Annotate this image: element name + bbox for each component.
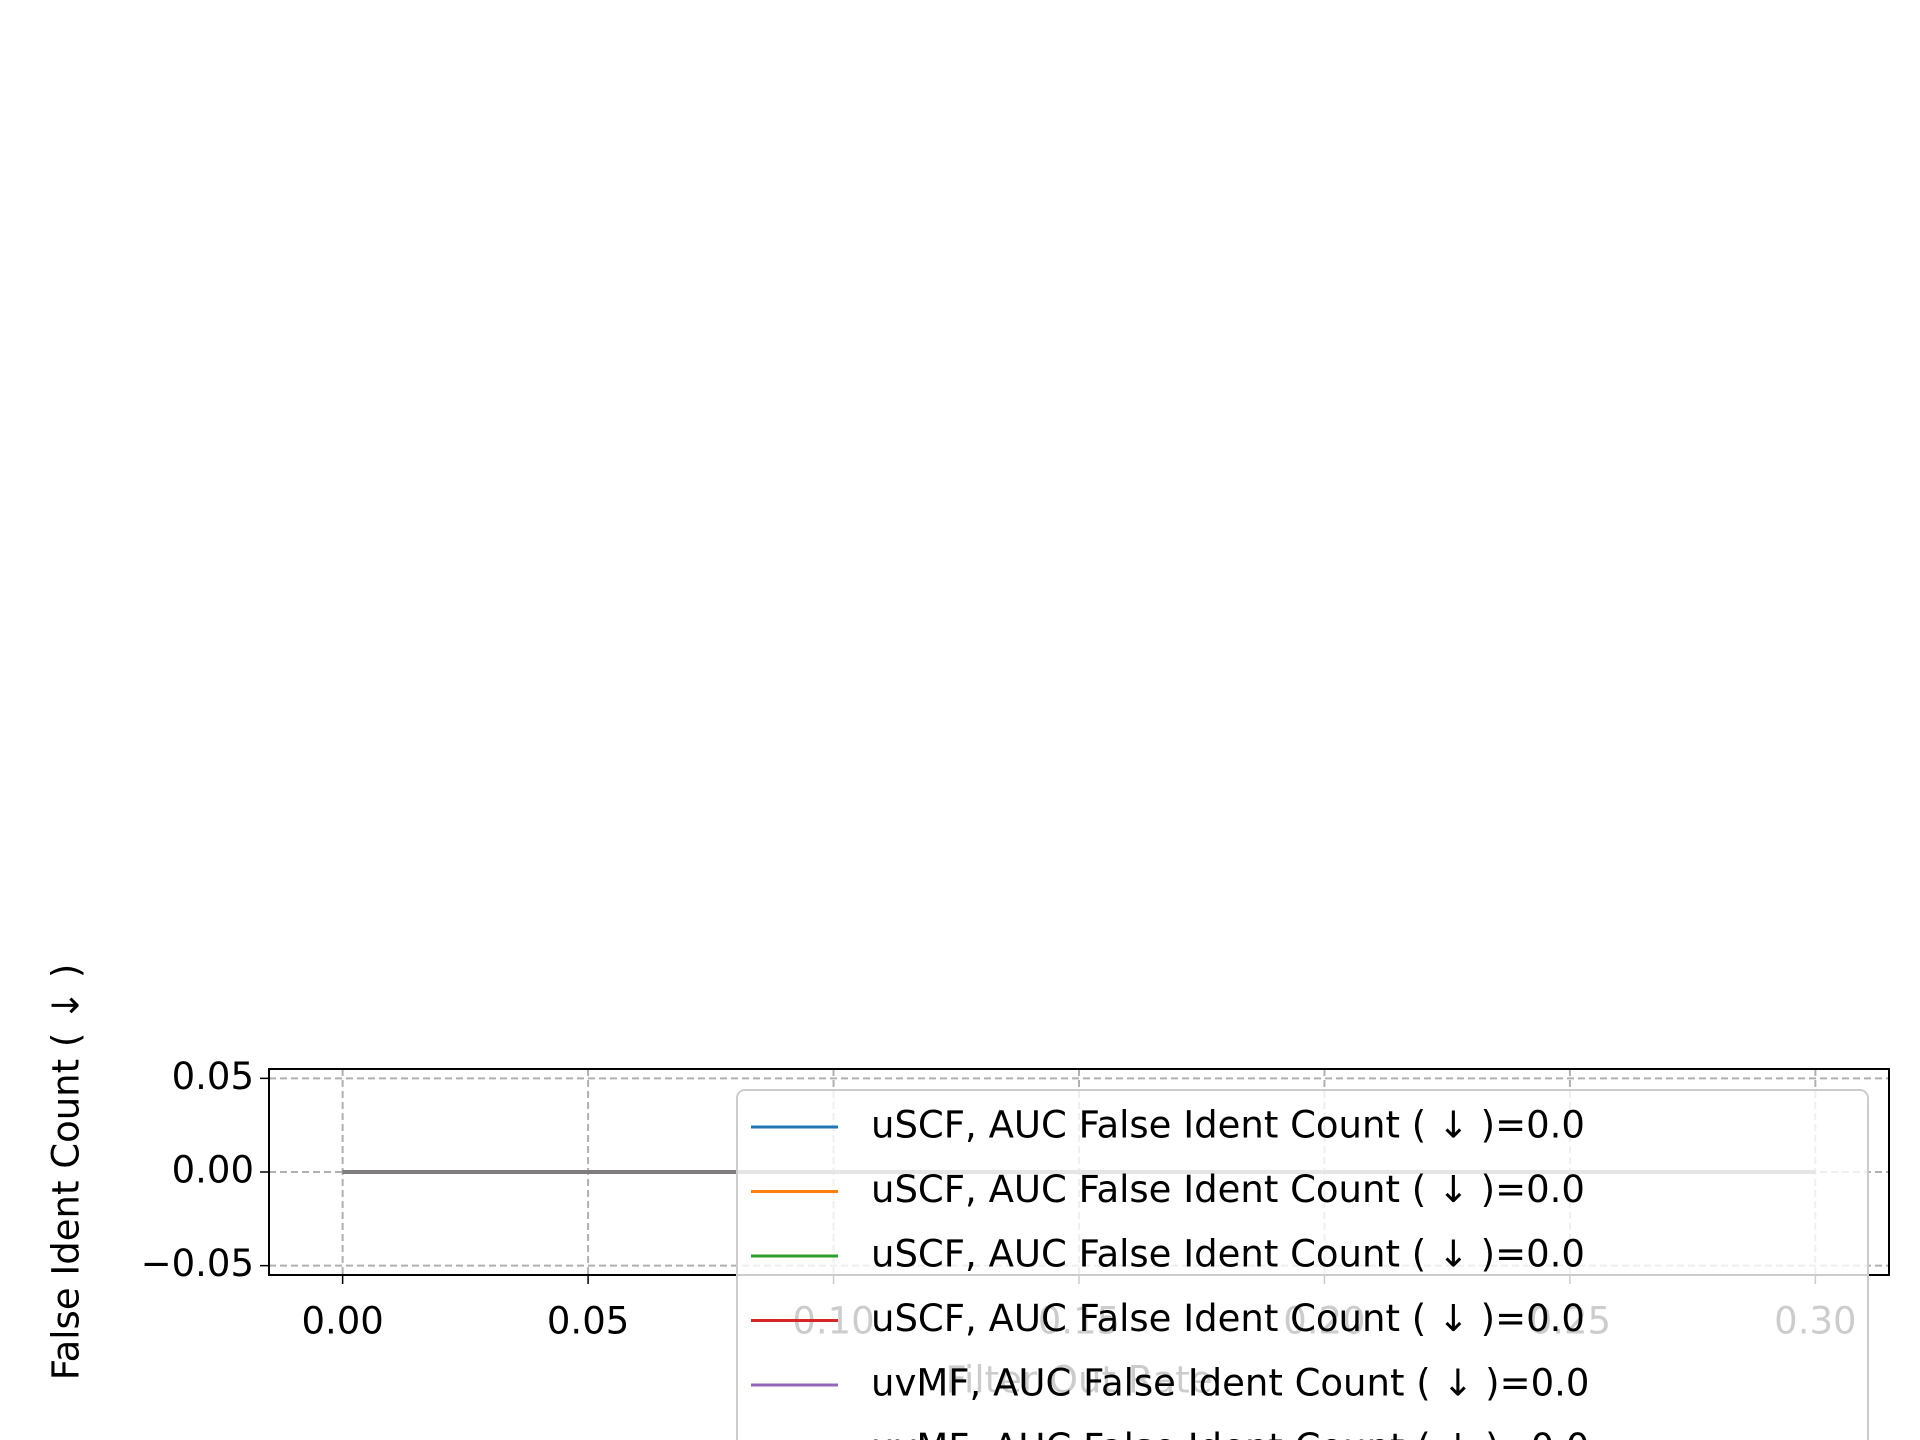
legend-label: uSCF, AUC False Ident Count ( ↓ )=0.0	[871, 1104, 1585, 1147]
legend-label: uvMF, AUC False Ident Count ( ↓ )=0.0	[871, 1362, 1589, 1405]
legend: uSCF, AUC False Ident Count ( ↓ )=0.0 uSC…	[736, 1089, 1869, 1440]
legend-box	[736, 1089, 1869, 1440]
legend-label: uSCF, AUC False Ident Count ( ↓ )=0.0	[871, 1233, 1585, 1276]
legend-label: uvMF, AUC False Ident Count ( ↓ )=0.0	[871, 1426, 1589, 1440]
legend-label: uSCF, AUC False Ident Count ( ↓ )=0.0	[871, 1168, 1585, 1211]
y-axis-label: False Ident Count ( ↓ )	[45, 964, 88, 1381]
y-tick-label: 0.05	[172, 1055, 254, 1098]
x-tick-label: 0.05	[547, 1300, 629, 1343]
x-tick-label: 0.00	[301, 1300, 383, 1343]
y-tick-label: 0.00	[172, 1149, 254, 1192]
legend-label: uSCF, AUC False Ident Count ( ↓ )=0.0	[871, 1297, 1585, 1340]
y-tick-label: −0.05	[141, 1242, 254, 1285]
